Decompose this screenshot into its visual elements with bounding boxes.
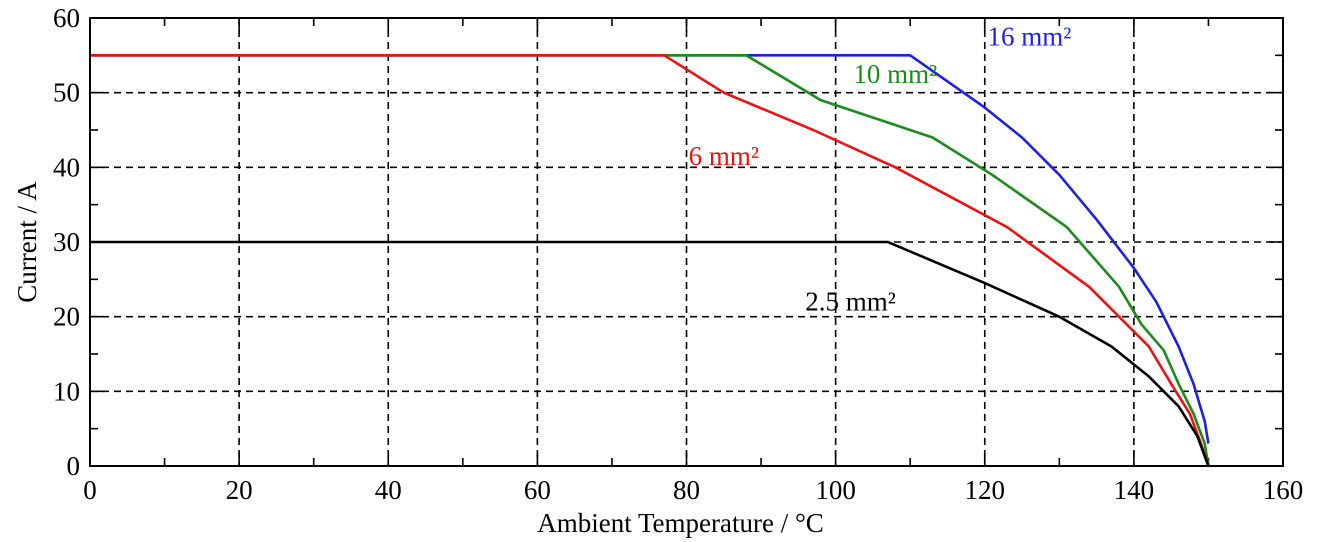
x-tick-label-120: 120 xyxy=(965,475,1006,505)
series-label-3: 2.5 mm² xyxy=(805,287,896,317)
series-line-10-mm xyxy=(90,54,1210,467)
plot-frame xyxy=(89,17,1284,467)
series-label-1: 10 mm² xyxy=(853,59,937,89)
y-tick-label-60: 60 xyxy=(53,3,80,33)
y-tick-label-0: 0 xyxy=(67,451,81,481)
series-line-16-mm xyxy=(90,54,1210,444)
x-tick-label-60: 60 xyxy=(524,475,551,505)
x-tick-label-160: 160 xyxy=(1263,475,1304,505)
x-tick-label-0: 0 xyxy=(83,475,97,505)
y-tick-label-10: 10 xyxy=(53,376,80,406)
y-tick-label-30: 30 xyxy=(53,227,80,257)
x-tick-label-100: 100 xyxy=(815,475,856,505)
y-axis-title: Current / A xyxy=(12,181,42,303)
x-tick-label-80: 80 xyxy=(673,475,700,505)
x-tick-label-140: 140 xyxy=(1114,475,1155,505)
series-line-2_5-mm xyxy=(90,240,1210,467)
series-line-6-mm xyxy=(90,54,1210,467)
y-tick-label-40: 40 xyxy=(53,152,80,182)
y-tick-label-50: 50 xyxy=(53,78,80,108)
y-tick-label-20: 20 xyxy=(53,302,80,332)
series-label-2: 6 mm² xyxy=(689,141,759,171)
x-tick-label-20: 20 xyxy=(226,475,253,505)
x-tick-label-40: 40 xyxy=(375,475,402,505)
x-axis-title: Ambient Temperature / °C xyxy=(537,508,824,538)
series-label-0: 16 mm² xyxy=(988,22,1072,52)
